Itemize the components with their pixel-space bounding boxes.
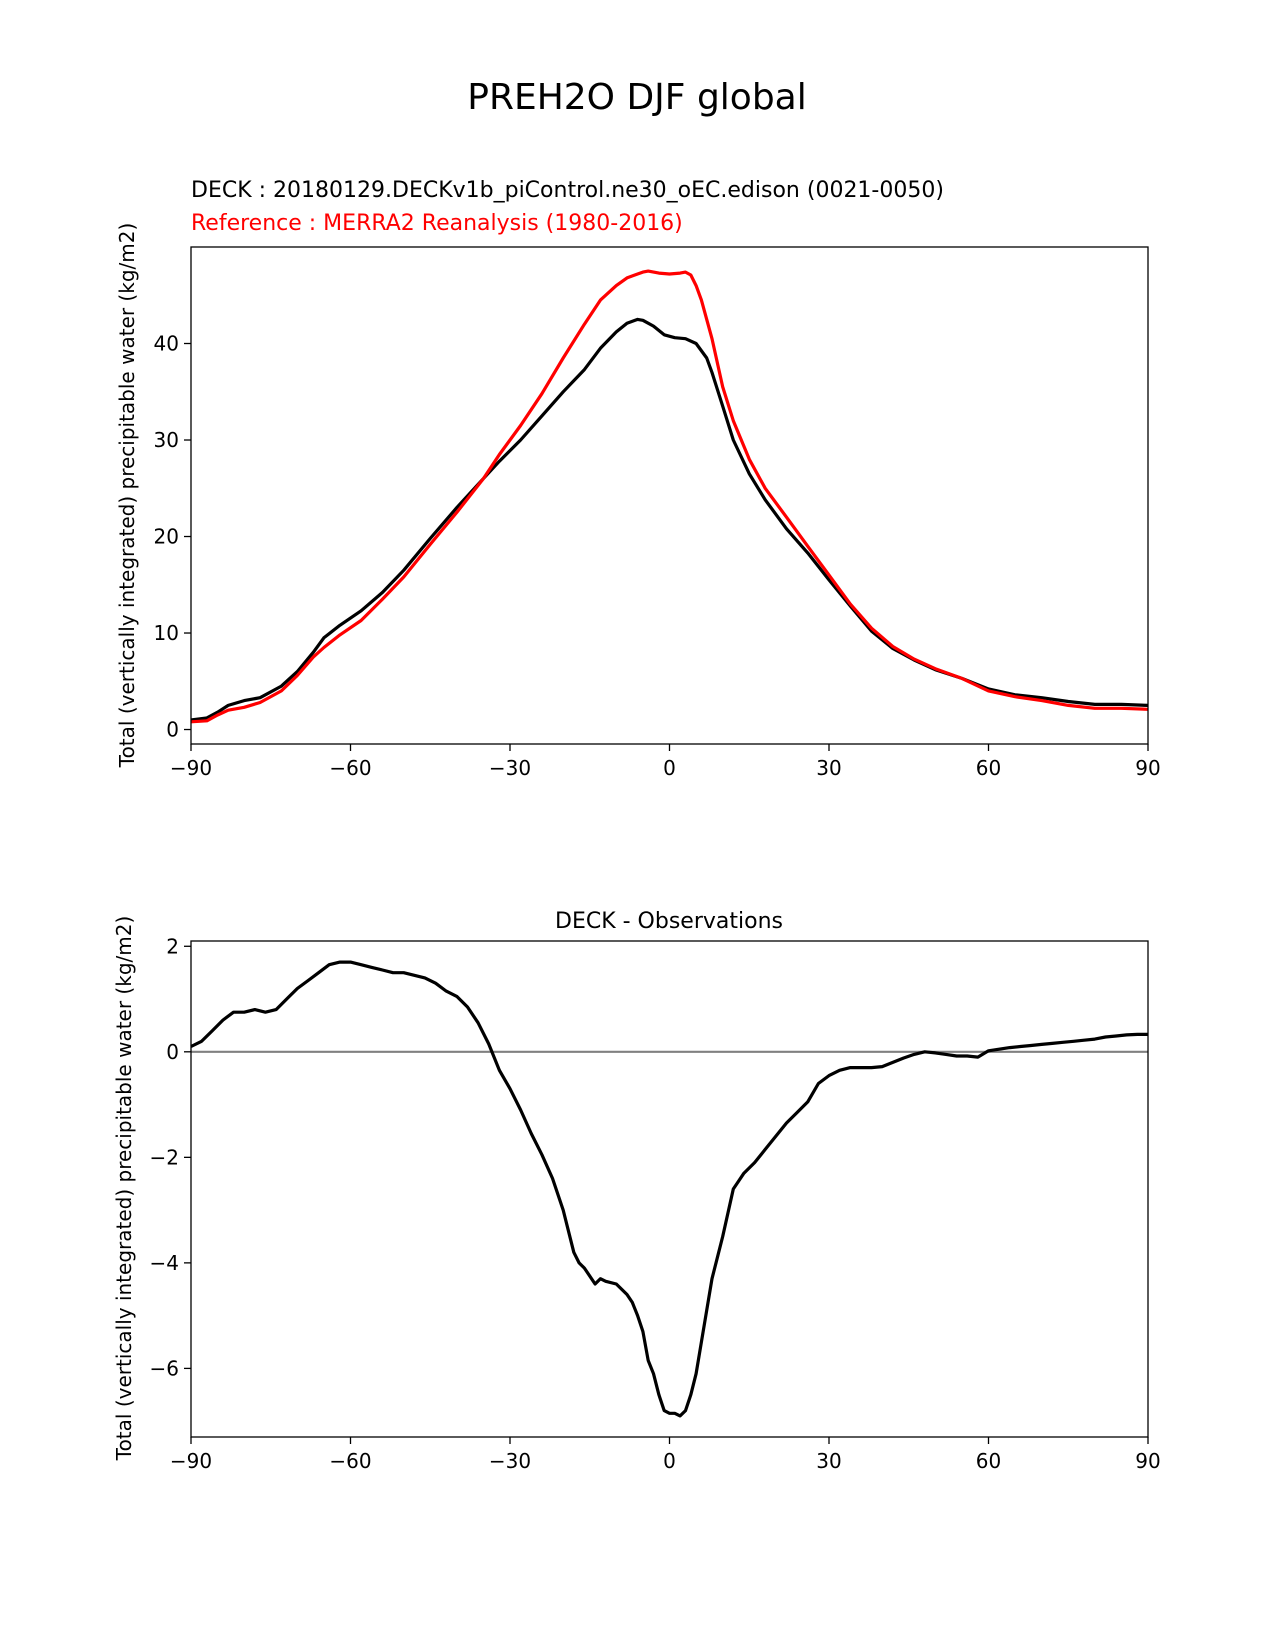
panel1-y-tick-label: 40 xyxy=(154,332,179,356)
panel2-x-tick-label: 90 xyxy=(1135,1449,1160,1473)
panel2-ticks: −90 −60 −30 0 30 60 90 2 0 −2 −4 −6 xyxy=(150,934,1161,1473)
panel1-x-tick-label: −90 xyxy=(170,756,212,780)
panel1-y-tick-label: 30 xyxy=(154,428,179,452)
panel-absolute-values: DECK : 20180129.DECKv1b_piControl.ne30_o… xyxy=(115,178,1161,780)
panel2-x-tick-label: 60 xyxy=(976,1449,1001,1473)
panel2-series xyxy=(190,960,1148,1418)
panel2-x-tick-label: 30 xyxy=(816,1449,841,1473)
panel2-series-deck-observations xyxy=(190,960,1148,1418)
panel1-axes-frame xyxy=(190,246,1149,745)
reference-dataset-label: Reference : MERRA2 Reanalysis (1980-2016… xyxy=(191,211,683,236)
panel2-axes-frame xyxy=(190,940,1149,1438)
test-dataset-label: DECK : 20180129.DECKv1b_piControl.ne30_o… xyxy=(191,178,944,203)
panel2-title: DECK - Observations xyxy=(555,909,783,934)
panel1-x-tick-label: −60 xyxy=(329,756,371,780)
panel1-series xyxy=(190,269,1149,724)
panel2-x-tick-label: −60 xyxy=(329,1449,371,1473)
panel2-y-tick-label: −6 xyxy=(150,1356,179,1380)
panel2-x-tick-label: 0 xyxy=(663,1449,676,1473)
panel2-y-tick-label: −4 xyxy=(150,1251,179,1275)
panel1-y-tick-label: 0 xyxy=(166,718,179,742)
panel1-x-tick-label: 30 xyxy=(816,756,841,780)
panel2-y-axis-label: Total (vertically integrated) precipitab… xyxy=(112,916,136,1462)
panel1-series-merra2 xyxy=(190,269,1149,724)
panel2-x-tick-label: −90 xyxy=(170,1449,212,1473)
panel1-y-tick-label: 10 xyxy=(154,621,179,645)
panel-difference: DECK - Observations −90 −60 −30 0 30 60 90 2 0 −2… xyxy=(112,909,1161,1473)
panel1-x-tick-label: 60 xyxy=(976,756,1001,780)
panel2-y-tick-label: 0 xyxy=(166,1040,179,1064)
panel1-x-tick-label: −30 xyxy=(489,756,531,780)
panel1-series-deck xyxy=(190,317,1149,722)
panel1-y-tick-label: 20 xyxy=(154,525,179,549)
panel2-y-tick-label: −2 xyxy=(150,1145,179,1169)
panel2-x-tick-label: −30 xyxy=(489,1449,531,1473)
figure-title: PREH2O DJF global xyxy=(467,77,807,118)
panel1-y-axis-label: Total (vertically integrated) precipitab… xyxy=(115,223,139,769)
panel1-ticks: −90 −60 −30 0 30 60 90 0 10 20 30 40 xyxy=(154,332,1161,780)
panel1-x-tick-label: 0 xyxy=(663,756,676,780)
panel1-x-tick-label: 90 xyxy=(1135,756,1160,780)
panel2-y-tick-label: 2 xyxy=(166,934,179,958)
